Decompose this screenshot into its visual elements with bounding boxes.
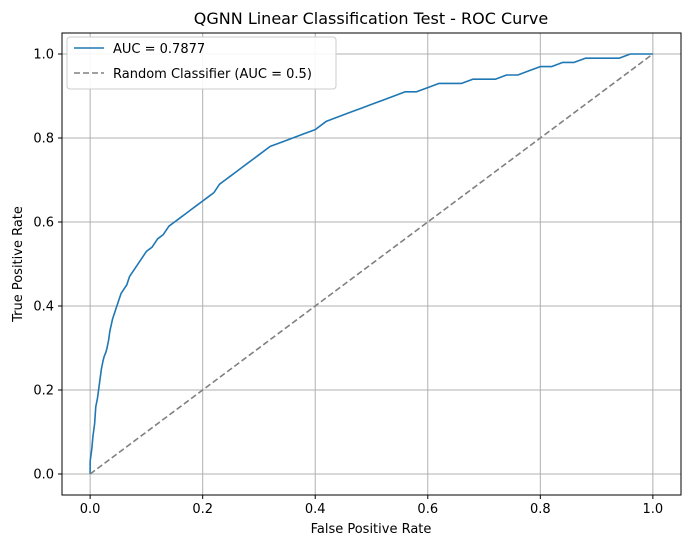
y-tick-label: 0.6 <box>33 216 54 231</box>
x-tick-label: 0.6 <box>417 502 438 517</box>
legend-box <box>66 36 337 90</box>
x-tick-label: 0.2 <box>192 502 213 517</box>
roc-curve-line <box>89 53 653 474</box>
legend-label-auc: AUC = 0.7877 <box>113 42 205 57</box>
x-axis-label: False Positive Rate <box>311 522 432 537</box>
tick-layer: 0.0 0.2 0.4 0.6 0.8 1.0 0.0 0.2 0.4 0.6 0.8 1.0 <box>33 48 663 518</box>
series-layer <box>89 53 654 475</box>
y-axis-label: True Positive Rate <box>11 206 26 323</box>
y-tick-label: 0.0 <box>33 468 54 483</box>
y-tick-label: 1.0 <box>33 48 54 63</box>
y-tick-label: 0.2 <box>33 384 54 399</box>
x-tick-label: 1.0 <box>643 502 664 517</box>
x-tick-label: 0.0 <box>80 502 101 517</box>
x-tick-label: 0.4 <box>305 502 326 517</box>
y-tick-label: 0.8 <box>33 132 54 147</box>
chart-title: QGNN Linear Classification Test - ROC Cu… <box>194 9 548 28</box>
y-tick-label: 0.4 <box>33 300 54 315</box>
legend: AUC = 0.7877 Random Classifier (AUC = 0.… <box>66 36 337 90</box>
random-classifier-line <box>89 53 654 475</box>
plot-frame <box>61 32 682 496</box>
legend-label-random: Random Classifier (AUC = 0.5) <box>113 67 312 82</box>
x-tick-label: 0.8 <box>530 502 551 517</box>
